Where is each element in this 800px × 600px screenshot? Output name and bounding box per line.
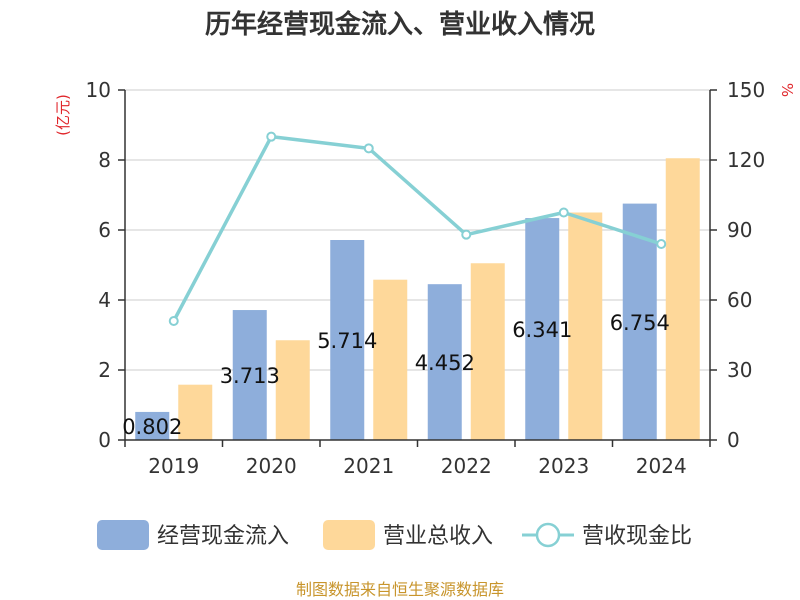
data-label: 6.341 [512, 318, 572, 342]
legend-label-cash-inflow: 经营现金流入 [157, 524, 289, 549]
bar-revenue [568, 212, 603, 440]
ratio-line-path [172, 134, 662, 322]
ratio-line [168, 131, 667, 326]
legend-label-ratio: 营收现金比 [582, 524, 692, 549]
y-right-tick-label: 0 [727, 428, 740, 452]
bar-revenue [373, 279, 408, 440]
tick-labels: 0 2 4 6 8 10 0 30 60 90 120 150 2019 2020 2021 2022 2023… [86, 78, 766, 478]
y-right-tick-label: 150 [727, 78, 765, 102]
bar-revenue [470, 263, 505, 440]
x-tick-label: 2019 [148, 454, 199, 478]
bar-cash-inflow [135, 411, 170, 440]
legend-swatch-revenue [323, 520, 375, 550]
legend-swatch-cash-inflow [97, 520, 149, 550]
data-label: 5.714 [317, 329, 377, 353]
bars [135, 158, 700, 440]
data-label: 3.713 [220, 364, 280, 388]
ratio-point [266, 131, 277, 142]
ratio-point [461, 229, 472, 240]
bar-cash-inflow [525, 218, 560, 440]
y-right-tick-label: 120 [727, 148, 765, 172]
y-right-tick-label: 30 [727, 358, 752, 382]
y-left-tick-label: 10 [86, 78, 111, 102]
ratio-point [168, 316, 179, 326]
y-left-tick-label: 2 [98, 358, 111, 382]
legend-label-revenue: 营业总收入 [383, 524, 493, 549]
x-tick-label: 2022 [441, 454, 492, 478]
legend-swatch-ratio-marker [535, 522, 561, 548]
x-tick-label: 2020 [246, 454, 297, 478]
bar-revenue [178, 384, 213, 440]
y-left-tick-label: 4 [98, 288, 111, 312]
ratio-point [558, 207, 569, 218]
bar-revenue [275, 340, 310, 440]
x-tick-label: 2021 [343, 454, 394, 478]
y-right-tick-label: 90 [727, 218, 752, 242]
data-label: 6.754 [610, 311, 670, 335]
bar-cash-inflow [330, 240, 365, 440]
legend: 经营现金流入 营业总收入 营收现金比 [97, 520, 692, 550]
data-labels: 0.802 3.713 5.714 4.452 6.341 6.754 [122, 311, 670, 439]
y-left-tick-label: 8 [98, 148, 111, 172]
bar-cash-inflow [427, 284, 462, 440]
x-tick-label: 2023 [538, 454, 589, 478]
y-left-tick-label: 0 [98, 428, 111, 452]
bar-cash-inflow [232, 310, 267, 440]
chart-title: 历年经营现金流入、营业收入情况 [205, 9, 595, 40]
y-right-unit: % [778, 83, 796, 97]
data-label: 0.802 [122, 415, 182, 439]
axes [124, 90, 711, 441]
ratio-point [656, 239, 667, 249]
y-left-tick-label: 6 [98, 218, 111, 242]
ratio-point [363, 143, 374, 154]
x-tick-label: 2024 [636, 454, 687, 478]
bar-revenue [665, 158, 700, 440]
data-label: 4.452 [415, 351, 475, 375]
bar-cash-inflow [622, 203, 657, 440]
y-right-tick-label: 60 [727, 288, 752, 312]
source-note: 制图数据来自恒生聚源数据库 [296, 580, 504, 599]
y-left-unit: (亿元) [54, 94, 72, 136]
